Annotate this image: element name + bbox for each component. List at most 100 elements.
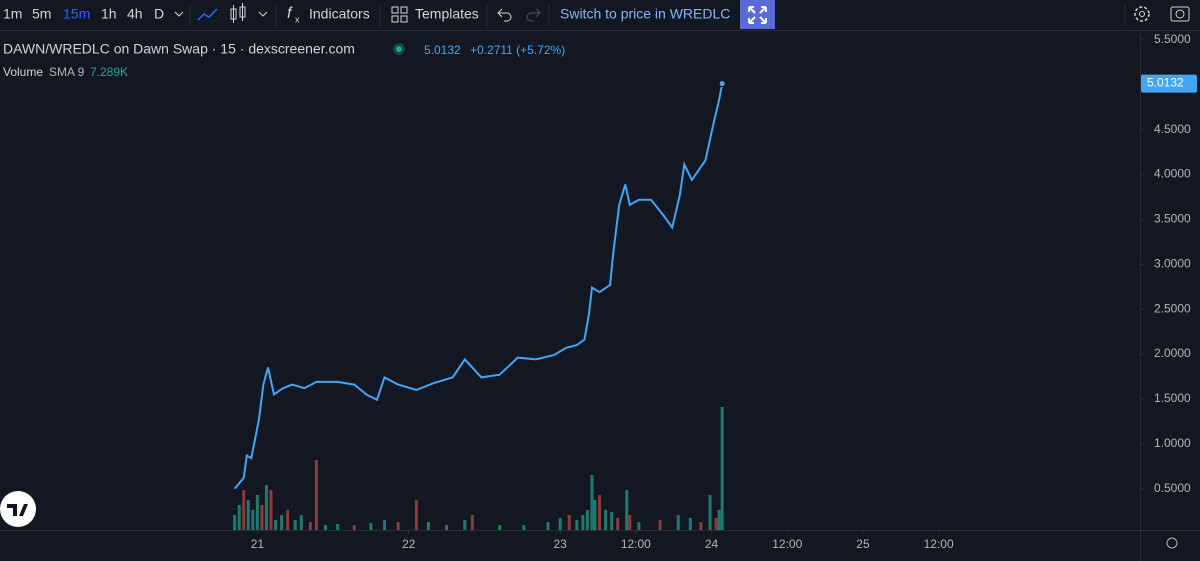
x-tick-label: 22: [402, 537, 416, 551]
volume-bar: [369, 523, 373, 530]
volume-bar: [546, 522, 550, 530]
style-menu[interactable]: [258, 11, 268, 17]
volume-bar: [352, 525, 356, 530]
volume-bar: [604, 510, 608, 530]
volume-bar: [628, 515, 632, 530]
volume-bar: [445, 525, 449, 530]
volume-bar: [336, 524, 340, 530]
price-tag: [1141, 74, 1197, 93]
volume-bar: [581, 515, 585, 530]
volume-bar: [708, 495, 712, 530]
templates-icon[interactable]: [391, 6, 408, 23]
last-point: [718, 80, 726, 88]
y-tick-label: 2.0000: [1154, 346, 1191, 360]
volume-bar: [598, 495, 602, 530]
chart-title: DAWN/WREDLC on Dawn Swap · 15 · dexscree…: [3, 41, 355, 57]
y-tick-label: 3.0000: [1154, 256, 1191, 270]
volume-bar: [286, 510, 290, 530]
volume-bar: [498, 525, 502, 530]
x-tick-label: 12:00: [772, 537, 802, 551]
x-tick-label: 21: [251, 537, 265, 551]
redo[interactable]: [526, 8, 541, 22]
legend-price: 5.0132: [424, 43, 461, 57]
plot: 0.5000 1.0000 1.5000 2.0000 2.5000 3.0000 3.50…: [233, 32, 1197, 551]
volume-bar: [255, 495, 259, 530]
volume-bar: [274, 520, 278, 530]
fullscreen-icon: [748, 6, 767, 24]
screenshot-button[interactable]: [1170, 6, 1190, 22]
x-tick-label: 24: [705, 537, 719, 551]
interval[interactable]: 4h: [127, 6, 143, 22]
x-tick-label: 12:00: [924, 537, 954, 551]
volume-bar: [280, 515, 284, 530]
volume-bar: [396, 522, 400, 530]
interval-active[interactable]: 15m: [63, 6, 90, 22]
price-tag-label: 5.0132: [1147, 76, 1184, 90]
volume-bar: [264, 485, 268, 530]
volume-bar: [590, 475, 594, 530]
volume-bar: [426, 522, 430, 530]
interval[interactable]: 5m: [32, 6, 51, 22]
legend-change: +0.2711 (+5.72%): [470, 43, 565, 57]
volume-bar: [383, 520, 387, 530]
volume-bar: [593, 500, 597, 530]
indicators-button[interactable]: Indicators: [309, 6, 370, 22]
screenshot-icon: [1175, 9, 1185, 19]
fx-icon[interactable]: x: [295, 14, 300, 24]
volume-bar: [242, 490, 246, 530]
volume-bar: [637, 522, 641, 530]
y-tick-label: 4.0000: [1154, 167, 1191, 181]
fx-icon[interactable]: f: [287, 5, 293, 22]
x-tick-label: 23: [553, 537, 567, 551]
volume-bar: [688, 518, 692, 530]
volume-bar: [676, 515, 680, 530]
volume-bar: [522, 525, 526, 530]
y-tick-label: 5.5000: [1154, 32, 1191, 46]
volume-bar: [299, 515, 303, 530]
y-tick-label: 4.5000: [1154, 122, 1191, 136]
volume-bar: [616, 518, 620, 530]
chart-style-line[interactable]: [197, 8, 218, 21]
toolbar: 1m 5m 15m 1h 4h D f x Indicators Templat…: [0, 0, 1200, 31]
interval-menu[interactable]: [174, 11, 184, 17]
price-line: [233, 83, 724, 490]
interval[interactable]: D: [154, 6, 164, 22]
volume-legend: Volume: [3, 65, 43, 79]
volume-bar: [233, 515, 237, 530]
interval[interactable]: 1h: [101, 6, 117, 22]
volume-bar: [470, 515, 474, 530]
volume-sma: 7.289K: [90, 65, 128, 79]
volume-bar: [575, 520, 579, 530]
templates-button[interactable]: Templates: [415, 6, 479, 22]
volume-bar: [463, 520, 467, 530]
volume-bar: [585, 510, 589, 530]
x-tick-label: 12:00: [621, 537, 651, 551]
volume-bar: [567, 515, 571, 530]
volume-bar: [717, 510, 721, 530]
volume-bar: [658, 520, 662, 530]
volume-bar: [699, 522, 703, 530]
volume-bar: [625, 490, 629, 530]
fullscreen-button[interactable]: [740, 0, 775, 29]
chart-style-candles[interactable]: [230, 3, 246, 23]
x-tick-label: 25: [856, 537, 870, 551]
volume-bar: [558, 518, 562, 530]
switch-price-button[interactable]: Switch to price in WREDLC: [560, 6, 730, 22]
undo[interactable]: [497, 8, 512, 22]
volume-bar: [414, 500, 418, 530]
volume-bar: [251, 510, 255, 530]
volume-indicator: SMA 9: [49, 65, 85, 79]
axis-settings[interactable]: [1166, 537, 1178, 549]
volume-bar: [237, 505, 241, 530]
volume-bar: [714, 518, 718, 530]
y-tick-label: 1.0000: [1154, 436, 1191, 450]
status-dot: [396, 46, 402, 52]
volume-bar: [260, 505, 264, 530]
settings-button[interactable]: [1134, 6, 1150, 22]
interval[interactable]: 1m: [3, 6, 22, 22]
y-tick-label: 2.5000: [1154, 301, 1191, 315]
volume-bar: [720, 407, 724, 530]
